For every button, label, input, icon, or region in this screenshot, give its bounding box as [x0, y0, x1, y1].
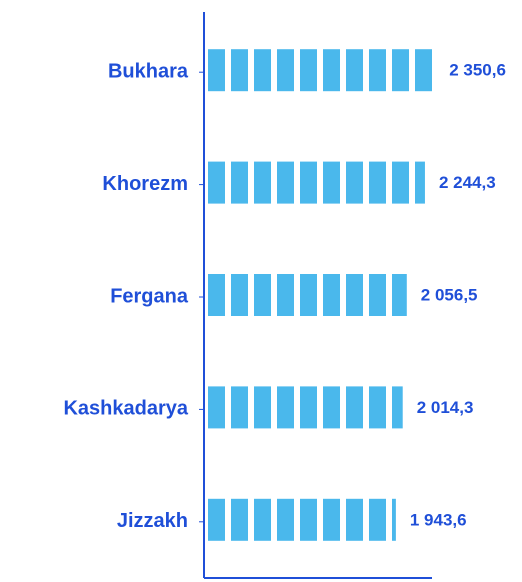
bar: [208, 161, 425, 204]
value-label: 2 244,3: [439, 173, 496, 192]
value-label: 1 943,6: [410, 510, 467, 529]
category-label: Bukhara: [108, 60, 189, 82]
value-label: 2 350,6: [449, 61, 506, 80]
category-label: Jizzakh: [117, 510, 188, 532]
category-label: Khorezm: [102, 173, 188, 195]
category-label: Kashkadarya: [63, 398, 188, 420]
category-label: Fergana: [110, 285, 189, 307]
bar: [208, 49, 436, 92]
value-label: 2 014,3: [417, 398, 474, 417]
bar: [208, 386, 403, 429]
value-label: 2 056,5: [421, 285, 478, 304]
bar: [208, 498, 396, 541]
bar: [208, 274, 407, 316]
